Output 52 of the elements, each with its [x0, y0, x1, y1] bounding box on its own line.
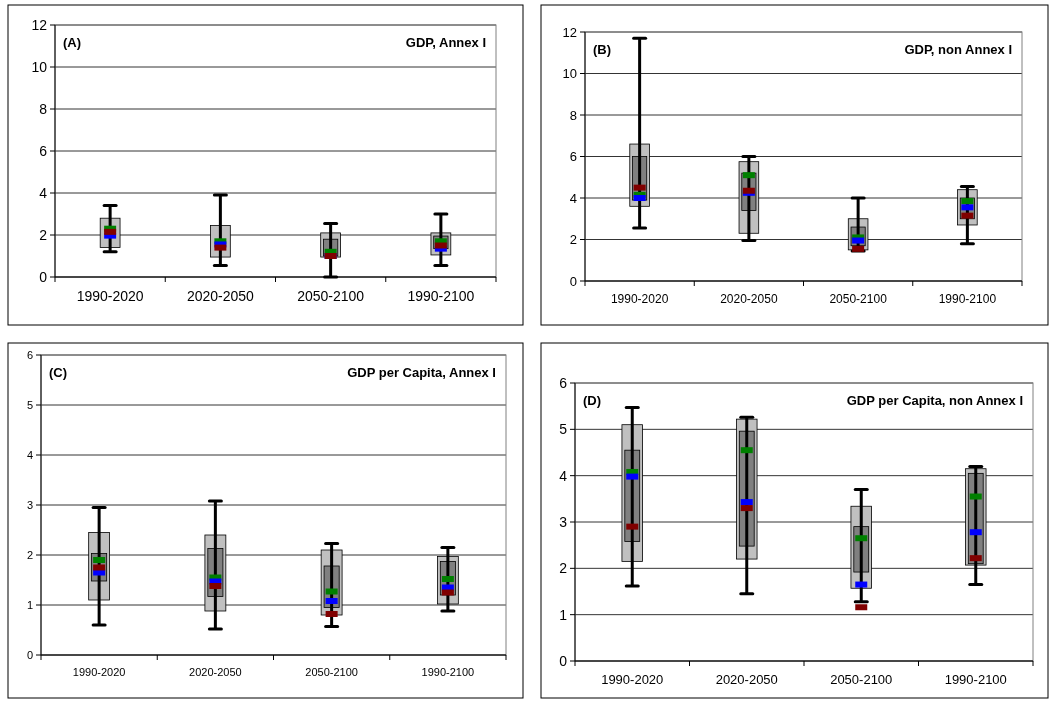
x-tick-label: 2050-2100	[305, 666, 358, 678]
text: GDP per Capita, non Annex I	[846, 393, 1023, 408]
y-tick-label: 8	[39, 100, 48, 117]
x-tick-label: 1990-2020	[601, 672, 664, 687]
text: GDP per Capita, Annex I	[347, 365, 496, 380]
x-tick-label: 2050-2100	[297, 288, 365, 304]
y-tick-label: 2	[39, 226, 48, 243]
x-tick-label: 2050-2100	[830, 672, 893, 687]
y-tick-label: 3	[26, 498, 33, 511]
y-tick-label: 6	[39, 142, 48, 159]
y-tick-label: 2	[569, 232, 577, 248]
y-tick-label: 2	[26, 548, 33, 561]
y-tick-label: 0	[39, 268, 48, 285]
x-tick-label: 1990-2100	[421, 666, 475, 678]
y-tick-label: 12	[562, 24, 577, 40]
y-tick-label: 6	[569, 149, 577, 165]
y-tick-label: 6	[559, 374, 568, 391]
y-tick-label: 4	[39, 184, 48, 201]
y-tick-label: 2	[559, 560, 568, 577]
y-tick-label: 1	[559, 606, 568, 623]
y-tick-label: 0	[559, 652, 568, 669]
x-tick-label: 1990-2020	[72, 666, 126, 678]
y-tick-label: 5	[559, 421, 568, 438]
x-tick-label: 1990-2100	[938, 292, 997, 306]
x-tick-label: 1990-2100	[407, 288, 475, 304]
x-tick-label: 1990-2020	[76, 288, 144, 304]
x-tick-label: 1990-2020	[610, 292, 669, 306]
y-tick-label: 4	[26, 448, 33, 461]
y-tick-label: 0	[26, 648, 33, 661]
x-tick-label: 2050-2100	[829, 292, 888, 306]
y-tick-label: 4	[559, 467, 568, 484]
annotation: (C)	[49, 365, 68, 380]
annotation: (A)	[63, 35, 82, 50]
annotation: (D)	[583, 393, 602, 408]
x-tick-label: 2020-2050	[720, 292, 778, 306]
x-tick-label: 2020-2050	[186, 288, 255, 304]
y-tick-label: 10	[31, 58, 48, 75]
x-tick-label: 1990-2100	[944, 672, 1007, 687]
text: GDP, non Annex I	[904, 42, 1012, 57]
y-tick-label: 0	[569, 273, 577, 289]
text: GDP, Annex I	[405, 35, 486, 50]
x-tick-label: 2020-2050	[715, 672, 778, 687]
y-tick-label: 5	[26, 398, 33, 411]
y-tick-label: 12	[31, 16, 48, 33]
x-tick-label: 2020-2050	[189, 666, 242, 678]
y-tick-label: 1	[26, 598, 33, 611]
y-tick-label: 6	[26, 348, 33, 361]
y-tick-label: 8	[569, 107, 577, 123]
y-tick-label: 10	[562, 66, 577, 82]
annotation: (B)	[593, 42, 612, 57]
y-tick-label: 3	[559, 513, 568, 530]
y-tick-label: 4	[569, 190, 577, 206]
